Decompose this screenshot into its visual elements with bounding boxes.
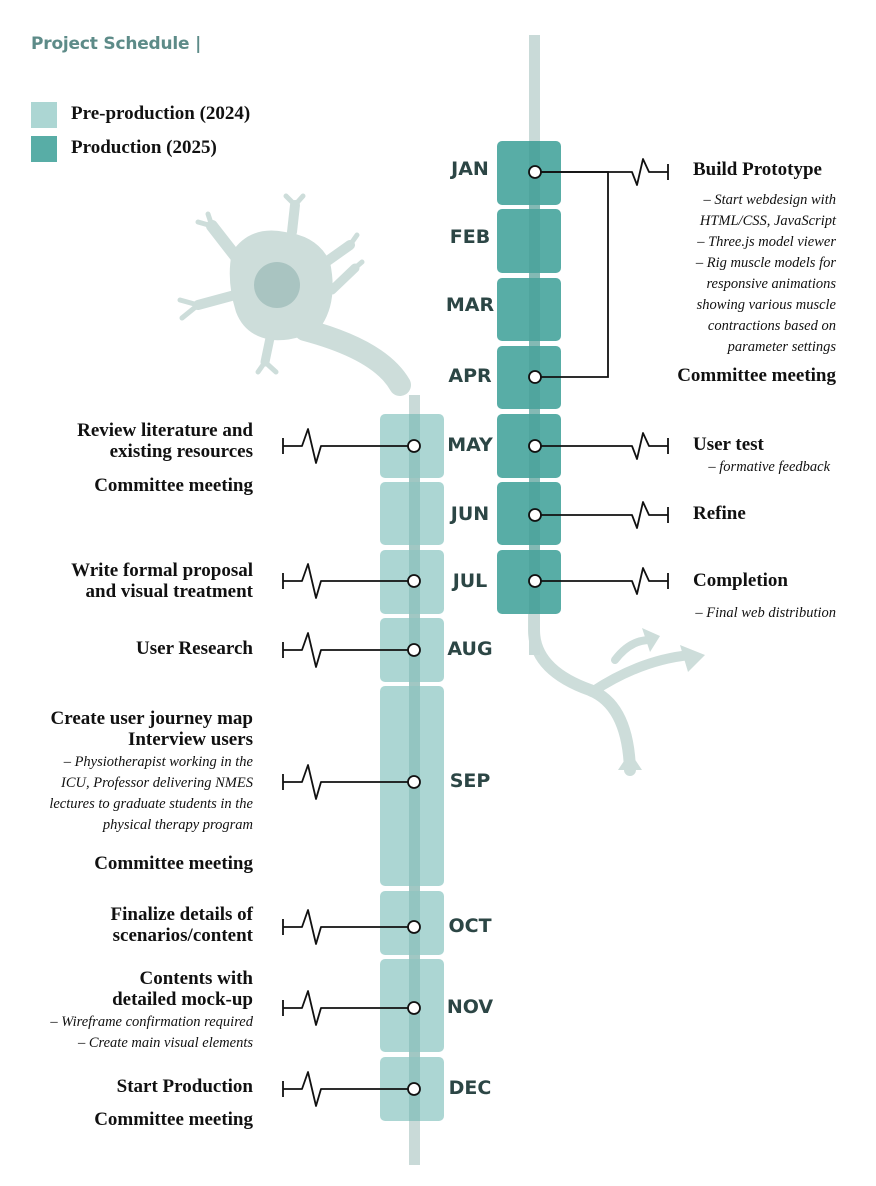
timeline-node xyxy=(528,165,542,179)
pulse-connector xyxy=(282,632,414,668)
pulse-connector xyxy=(282,909,414,945)
task-write-proposal: and visual treatment xyxy=(85,581,253,602)
task-detail: parameter settings xyxy=(727,339,836,355)
task-committee-meeting: Committee meeting xyxy=(94,1109,253,1130)
month-label-dec: DEC xyxy=(448,1077,492,1099)
task-contents-mockup: detailed mock-up xyxy=(112,989,253,1010)
task-write-proposal: Write formal proposal xyxy=(71,560,253,581)
neuron-nucleus xyxy=(254,262,300,308)
task-detail: HTML/CSS, JavaScript xyxy=(699,213,836,229)
pulse-connector xyxy=(535,158,669,186)
task-completion: Completion xyxy=(693,570,788,591)
task-build-prototype: Build Prototype xyxy=(693,159,822,180)
pulse-connector xyxy=(535,501,669,529)
timeline-node xyxy=(407,439,421,453)
month-label-jul: JUL xyxy=(452,570,488,592)
bracket-connector xyxy=(535,171,609,378)
month-label-nov: NOV xyxy=(446,996,494,1018)
task-detail: ICU, Professor delivering NMES xyxy=(61,775,253,791)
task-finalize-details: Finalize details of xyxy=(110,904,253,925)
task-committee-meeting: Committee meeting xyxy=(94,853,253,874)
legend-swatch-pre xyxy=(31,102,57,128)
task-detail: physical therapy program xyxy=(102,817,253,833)
month-label-mar: MAR xyxy=(445,294,495,316)
month-label-may: MAY xyxy=(447,434,493,456)
timeline-node xyxy=(407,920,421,934)
task-detail: – Start webdesign with xyxy=(703,192,836,208)
task-detail: – Wireframe confirmation required xyxy=(50,1014,253,1030)
axon-tip xyxy=(680,645,705,672)
timeline-node xyxy=(407,1082,421,1096)
task-review-literature: Review literature and xyxy=(77,420,253,441)
month-label-apr: APR xyxy=(448,365,492,387)
task-detail: – Rig muscle models for xyxy=(695,255,836,271)
pulse-connector xyxy=(282,1071,414,1107)
month-label-aug: AUG xyxy=(447,638,493,660)
task-detail: – Create main visual elements xyxy=(77,1035,253,1051)
task-contents-mockup: Contents with xyxy=(139,968,253,989)
timeline-node xyxy=(407,643,421,657)
timeline-node xyxy=(528,508,542,522)
month-label-oct: OCT xyxy=(448,915,492,937)
axon-tip xyxy=(642,628,660,652)
timeline-node xyxy=(528,439,542,453)
pulse-connector xyxy=(282,428,414,464)
month-label-jun: JUN xyxy=(450,503,490,525)
task-journey-map: Create user journey map xyxy=(50,708,253,729)
legend-swatch-prod xyxy=(31,136,57,162)
task-detail: showing various muscle xyxy=(696,297,836,313)
pulse-connector xyxy=(282,563,414,599)
pulse-connector xyxy=(535,567,669,595)
axon-tip xyxy=(618,752,642,770)
timeline-node xyxy=(528,370,542,384)
task-committee-meeting: Committee meeting xyxy=(677,365,836,386)
task-detail: – Final web distribution xyxy=(695,605,836,621)
task-committee-meeting: Committee meeting xyxy=(94,475,253,496)
month-label-jan: JAN xyxy=(451,158,489,180)
timeline-node xyxy=(407,574,421,588)
month-label-sep: SEP xyxy=(449,770,491,792)
timeline-node xyxy=(407,775,421,789)
legend-label-prod: Production (2025) xyxy=(71,137,217,158)
timeline-node xyxy=(528,574,542,588)
task-detail: lectures to graduate students in the xyxy=(49,796,253,812)
task-detail: – formative feedback xyxy=(708,459,830,475)
legend-label-pre: Pre-production (2024) xyxy=(71,103,251,124)
task-start-production: Start Production xyxy=(116,1076,253,1097)
pre-spine-overlay xyxy=(409,414,420,1121)
task-detail: – Three.js model viewer xyxy=(697,234,836,250)
task-detail: contractions based on xyxy=(707,318,836,334)
month-label-feb: FEB xyxy=(449,226,491,248)
axon-terminal xyxy=(528,604,695,776)
page-title: Project Schedule | xyxy=(31,34,202,54)
pulse-connector xyxy=(282,990,414,1026)
task-detail: responsive animations xyxy=(706,276,836,292)
task-interview-users: Interview users xyxy=(127,729,253,750)
task-finalize-details: scenarios/content xyxy=(112,925,253,946)
pulse-connector xyxy=(535,432,669,460)
pulse-connector xyxy=(282,764,414,800)
task-review-literature: existing resources xyxy=(109,441,253,462)
timeline-node xyxy=(407,1001,421,1015)
task-refine: Refine xyxy=(693,503,746,524)
task-user-research: User Research xyxy=(136,638,253,659)
task-user-test: User test xyxy=(693,434,764,455)
task-detail: – Physiotherapist working in the xyxy=(63,754,253,770)
